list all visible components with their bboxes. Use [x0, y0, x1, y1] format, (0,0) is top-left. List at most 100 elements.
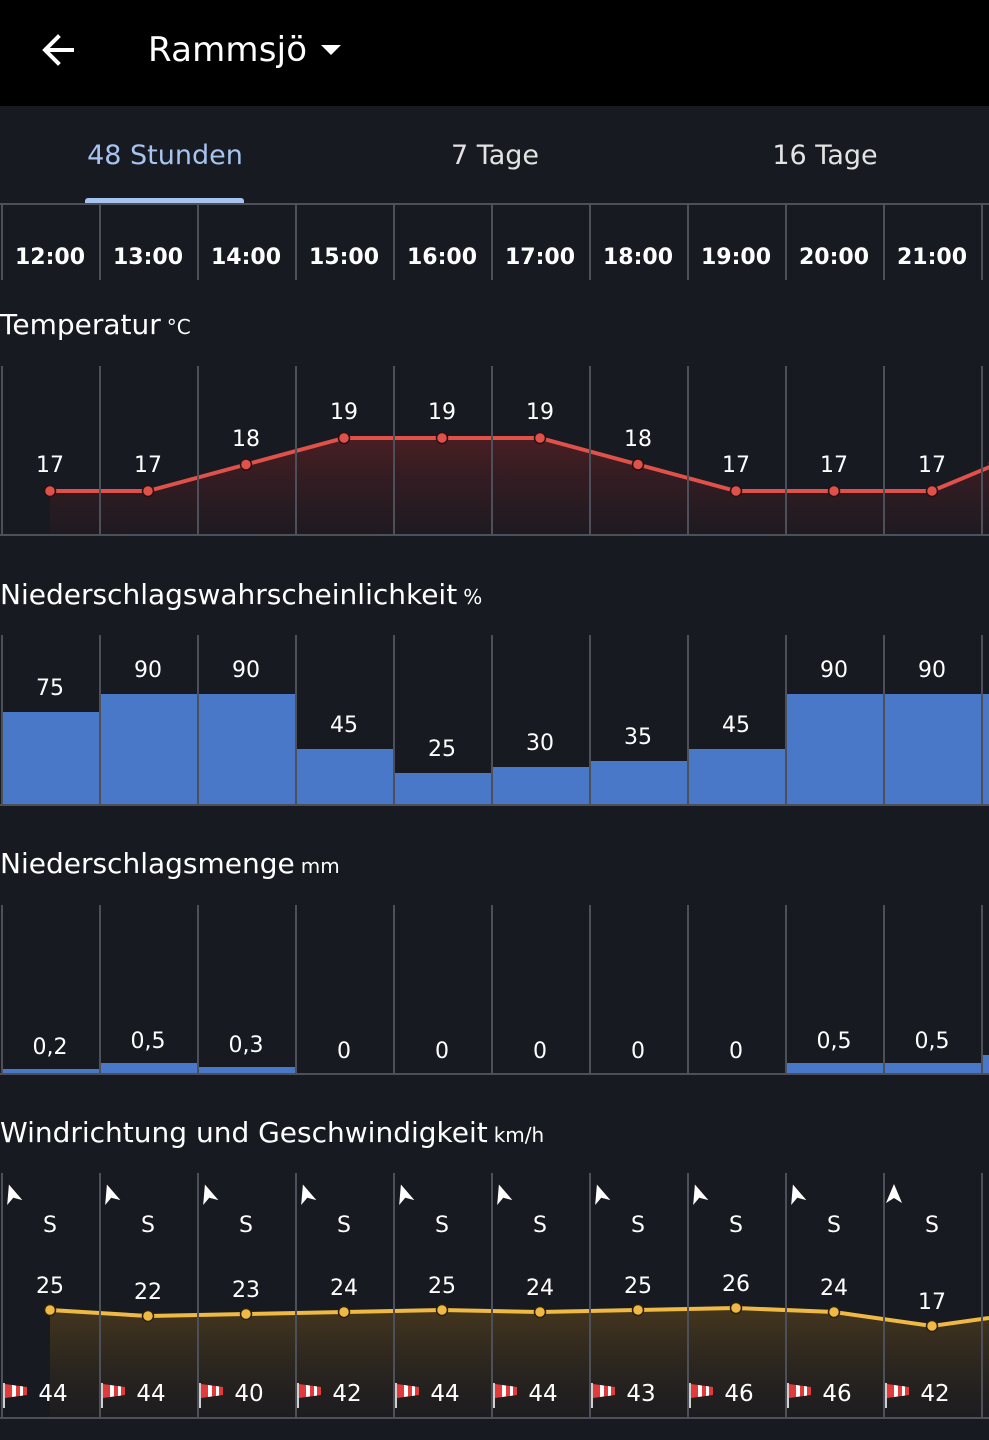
forecast-tabs: 48 Stunden 7 Tage 16 Tage	[0, 106, 989, 204]
wind-direction-label: S	[631, 1213, 645, 1238]
wind-direction-label: S	[43, 1213, 57, 1238]
precip-prob-value: 90	[232, 658, 260, 684]
column-divider	[1, 635, 3, 806]
time-cell[interactable]: 14:00	[210, 245, 282, 270]
column-divider	[589, 366, 591, 536]
location-dropdown[interactable]: Rammsjö	[148, 26, 342, 74]
windsock-icon	[101, 1383, 125, 1408]
wind-gust-value: 44	[430, 1381, 460, 1407]
column-divider	[981, 203, 983, 280]
column-divider	[491, 905, 493, 1075]
column-divider	[197, 905, 199, 1075]
precip-amount-chart: 0,2 0,5 0,3 0 0 0 0 0 0,5 0,5	[0, 905, 989, 1075]
precip-amount-bar	[99, 1063, 197, 1073]
column-divider	[785, 366, 787, 536]
precip-amount-unit: mm	[300, 854, 340, 878]
precip-amount-value: 0	[533, 1039, 547, 1064]
wind-gust-value: 46	[724, 1381, 754, 1407]
wind-speed-value: 25	[624, 1274, 652, 1299]
wind-gust-value: 40	[234, 1381, 264, 1407]
time-cell[interactable]: 16:00	[406, 245, 478, 270]
wind-gust-value: 44	[528, 1381, 558, 1407]
precip-prob-value: 30	[526, 731, 554, 757]
temperature-line	[43, 431, 989, 534]
back-button[interactable]	[34, 26, 82, 74]
windsock-icon	[787, 1383, 811, 1408]
wind-speed-value: 24	[330, 1276, 358, 1301]
column-divider	[883, 1173, 885, 1419]
column-divider	[687, 203, 689, 280]
precip-prob-bar	[393, 773, 491, 804]
column-divider	[393, 905, 395, 1075]
wind-gust: 42	[883, 1381, 981, 1408]
arrow-left-icon	[42, 34, 74, 66]
time-cell[interactable]: 13:00	[112, 245, 184, 270]
time-cell[interactable]: 15:00	[308, 245, 380, 270]
precip-amount-value: 0,5	[914, 1029, 950, 1054]
wind-speed-value: 25	[428, 1274, 456, 1299]
windsock-icon	[885, 1383, 909, 1408]
wind-speed-value: 23	[232, 1278, 260, 1303]
wind-gust-value: 46	[822, 1381, 852, 1407]
windsock-icon	[689, 1383, 713, 1408]
chart-baseline	[0, 534, 989, 536]
active-tab-indicator	[85, 198, 244, 204]
column-divider	[393, 366, 395, 536]
precip-prob-title-text: Niederschlagswahrscheinlichkeit	[0, 578, 458, 611]
time-cell[interactable]: 19:00	[700, 245, 772, 270]
precip-prob-value: 35	[624, 725, 652, 751]
wind-gust: 44	[1, 1381, 99, 1408]
column-divider	[589, 203, 591, 280]
precip-prob-value: 45	[722, 713, 750, 738]
temperature-value: 19	[526, 400, 554, 425]
precip-amount-bar	[785, 1063, 883, 1073]
column-divider	[393, 203, 395, 280]
column-divider	[295, 1173, 297, 1419]
column-divider	[785, 635, 787, 806]
time-row[interactable]: 12:00 13:00 14:00 15:00 16:00 17:00 18:00 19:00…	[0, 203, 989, 280]
wind-speed-value: 17	[918, 1290, 946, 1315]
wind-speed-value: 26	[722, 1272, 750, 1297]
column-divider	[393, 635, 395, 806]
column-divider	[589, 1173, 591, 1419]
time-cell[interactable]: 20:00	[798, 245, 870, 270]
wind-gust: 46	[785, 1381, 883, 1408]
precip-prob-bar	[687, 749, 785, 804]
precip-amount-bar	[1, 1069, 99, 1073]
precip-amount-value: 0	[435, 1039, 449, 1064]
precip-amount-title-text: Niederschlagsmenge	[0, 847, 295, 880]
column-divider	[197, 1173, 199, 1419]
wind-direction-label: S	[533, 1213, 547, 1238]
column-divider	[981, 366, 983, 536]
precip-prob-bar	[883, 694, 981, 804]
column-divider	[197, 203, 199, 280]
tab-7-tage[interactable]: 7 Tage	[450, 139, 540, 171]
divider	[0, 203, 989, 205]
time-cell[interactable]: 17:00	[504, 245, 576, 270]
temperature-value: 19	[330, 400, 358, 425]
temperature-title-text: Temperatur	[0, 308, 161, 341]
temperature-value: 19	[428, 400, 456, 425]
column-divider	[99, 635, 101, 806]
column-divider	[981, 905, 983, 1075]
wind-gust: 44	[99, 1381, 197, 1408]
column-divider	[491, 635, 493, 806]
temperature-value: 17	[918, 453, 946, 478]
wind-speed-value: 24	[526, 1276, 554, 1301]
location-title: Rammsjö	[148, 30, 308, 70]
time-cell[interactable]: 21:00	[896, 245, 968, 270]
column-divider	[1, 366, 3, 536]
tab-48-stunden[interactable]: 48 Stunden	[87, 139, 243, 171]
wind-gust: 46	[687, 1381, 785, 1408]
precip-prob-value: 25	[428, 737, 456, 763]
wind-direction-label: S	[435, 1213, 449, 1238]
column-divider	[99, 366, 101, 536]
wind-title-text: Windrichtung und Geschwindigkeit	[0, 1116, 488, 1149]
tab-16-tage[interactable]: 16 Tage	[772, 139, 878, 171]
wind-gust-value: 43	[626, 1381, 656, 1407]
time-cell[interactable]: 18:00	[602, 245, 674, 270]
time-cell[interactable]: 12:00	[14, 245, 86, 270]
column-divider	[197, 635, 199, 806]
column-divider	[687, 905, 689, 1075]
precip-amount-value: 0	[631, 1039, 645, 1064]
